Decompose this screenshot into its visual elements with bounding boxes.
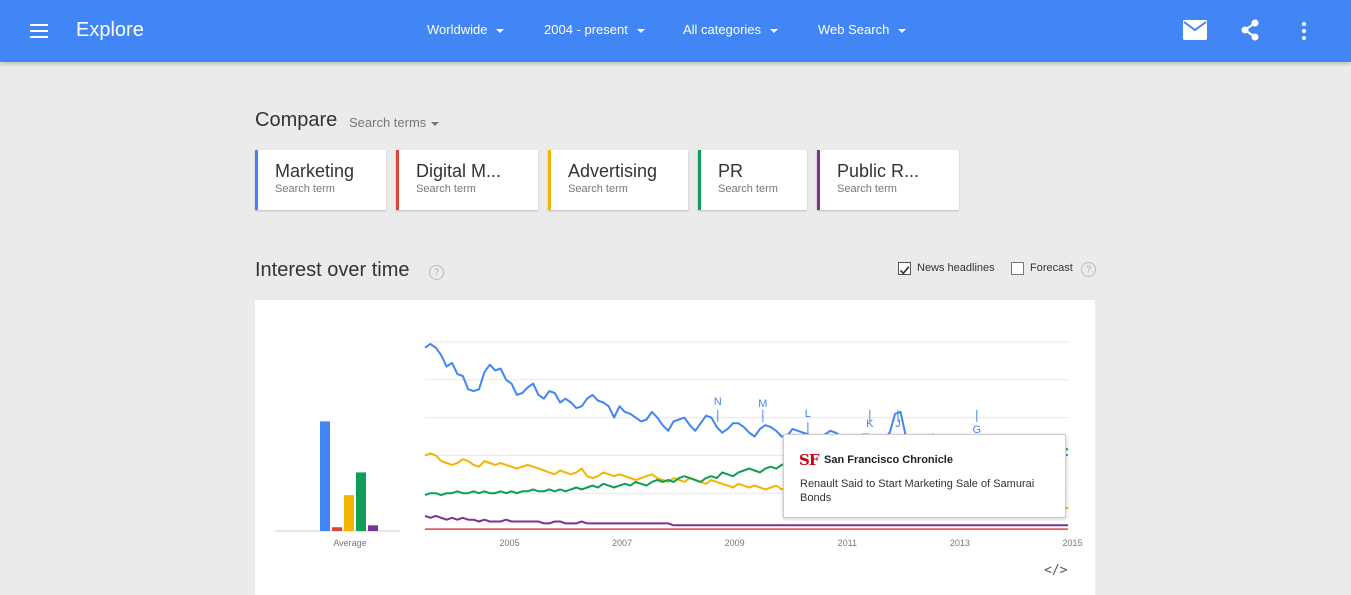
filter-time-label: 2004 - present <box>544 22 628 37</box>
filter-search-type[interactable]: Web Search <box>818 22 907 37</box>
term-type: Search term <box>718 183 778 195</box>
chevron-down-icon <box>636 28 645 33</box>
term-type: Search term <box>275 183 335 195</box>
checkmark-icon <box>899 266 910 275</box>
sf-chronicle-logo: SF <box>799 451 820 469</box>
chevron-down-icon <box>496 28 505 33</box>
share-icon[interactable] <box>1240 19 1260 41</box>
chevron-down-icon <box>898 28 907 33</box>
filter-search-type-label: Web Search <box>818 22 890 37</box>
term-name: Digital M... <box>416 161 502 181</box>
news-headlines-label: News headlines <box>917 262 995 274</box>
embed-code-icon[interactable]: </> <box>1044 563 1068 578</box>
menu-icon[interactable] <box>28 20 52 42</box>
filter-category[interactable]: All categories <box>683 22 779 37</box>
page-title: Explore <box>76 19 144 41</box>
interest-over-time-title: Interest over time <box>255 259 410 281</box>
term-card-digital-marketing[interactable]: Digital M... Search term <box>396 150 538 210</box>
term-name: PR <box>718 161 744 181</box>
term-type: Search term <box>568 183 628 195</box>
help-icon[interactable]: ? <box>429 265 444 280</box>
more-vert-icon[interactable] <box>1300 21 1308 41</box>
term-name: Public R... <box>837 161 920 181</box>
chevron-down-icon <box>431 121 440 126</box>
chevron-down-icon <box>770 28 779 33</box>
filter-category-label: All categories <box>683 22 762 37</box>
top-app-bar: Explore Worldwide 2004 - present All cat… <box>0 0 1351 62</box>
search-terms-label: Search terms <box>349 115 427 130</box>
term-card-marketing[interactable]: Marketing Search term <box>255 150 386 210</box>
filter-time-range[interactable]: 2004 - present <box>544 22 645 37</box>
term-name: Marketing <box>275 161 355 181</box>
compare-title: Compare <box>255 109 338 131</box>
term-card-advertising[interactable]: Advertising Search term <box>548 150 688 210</box>
news-headlines-checkbox[interactable] <box>898 262 911 275</box>
forecast-checkbox[interactable] <box>1011 262 1024 275</box>
forecast-help-icon[interactable]: ? <box>1081 262 1096 277</box>
term-name: Advertising <box>568 161 658 181</box>
news-source: San Francisco Chronicle <box>824 454 953 466</box>
news-tooltip: SF San Francisco Chronicle Renault Said … <box>783 434 1066 518</box>
mail-icon[interactable] <box>1182 19 1208 41</box>
term-card-pr[interactable]: PR Search term <box>698 150 807 210</box>
news-headline-link[interactable]: Renault Said to Start Marketing Sale of … <box>800 478 1035 504</box>
forecast-label: Forecast <box>1030 262 1073 274</box>
term-type: Search term <box>416 183 476 195</box>
term-type: Search term <box>837 183 897 195</box>
search-terms-dropdown[interactable]: Search terms <box>349 115 440 130</box>
term-card-public-relations[interactable]: Public R... Search term <box>817 150 959 210</box>
filter-region-label: Worldwide <box>427 22 488 37</box>
filter-region[interactable]: Worldwide <box>427 22 505 37</box>
